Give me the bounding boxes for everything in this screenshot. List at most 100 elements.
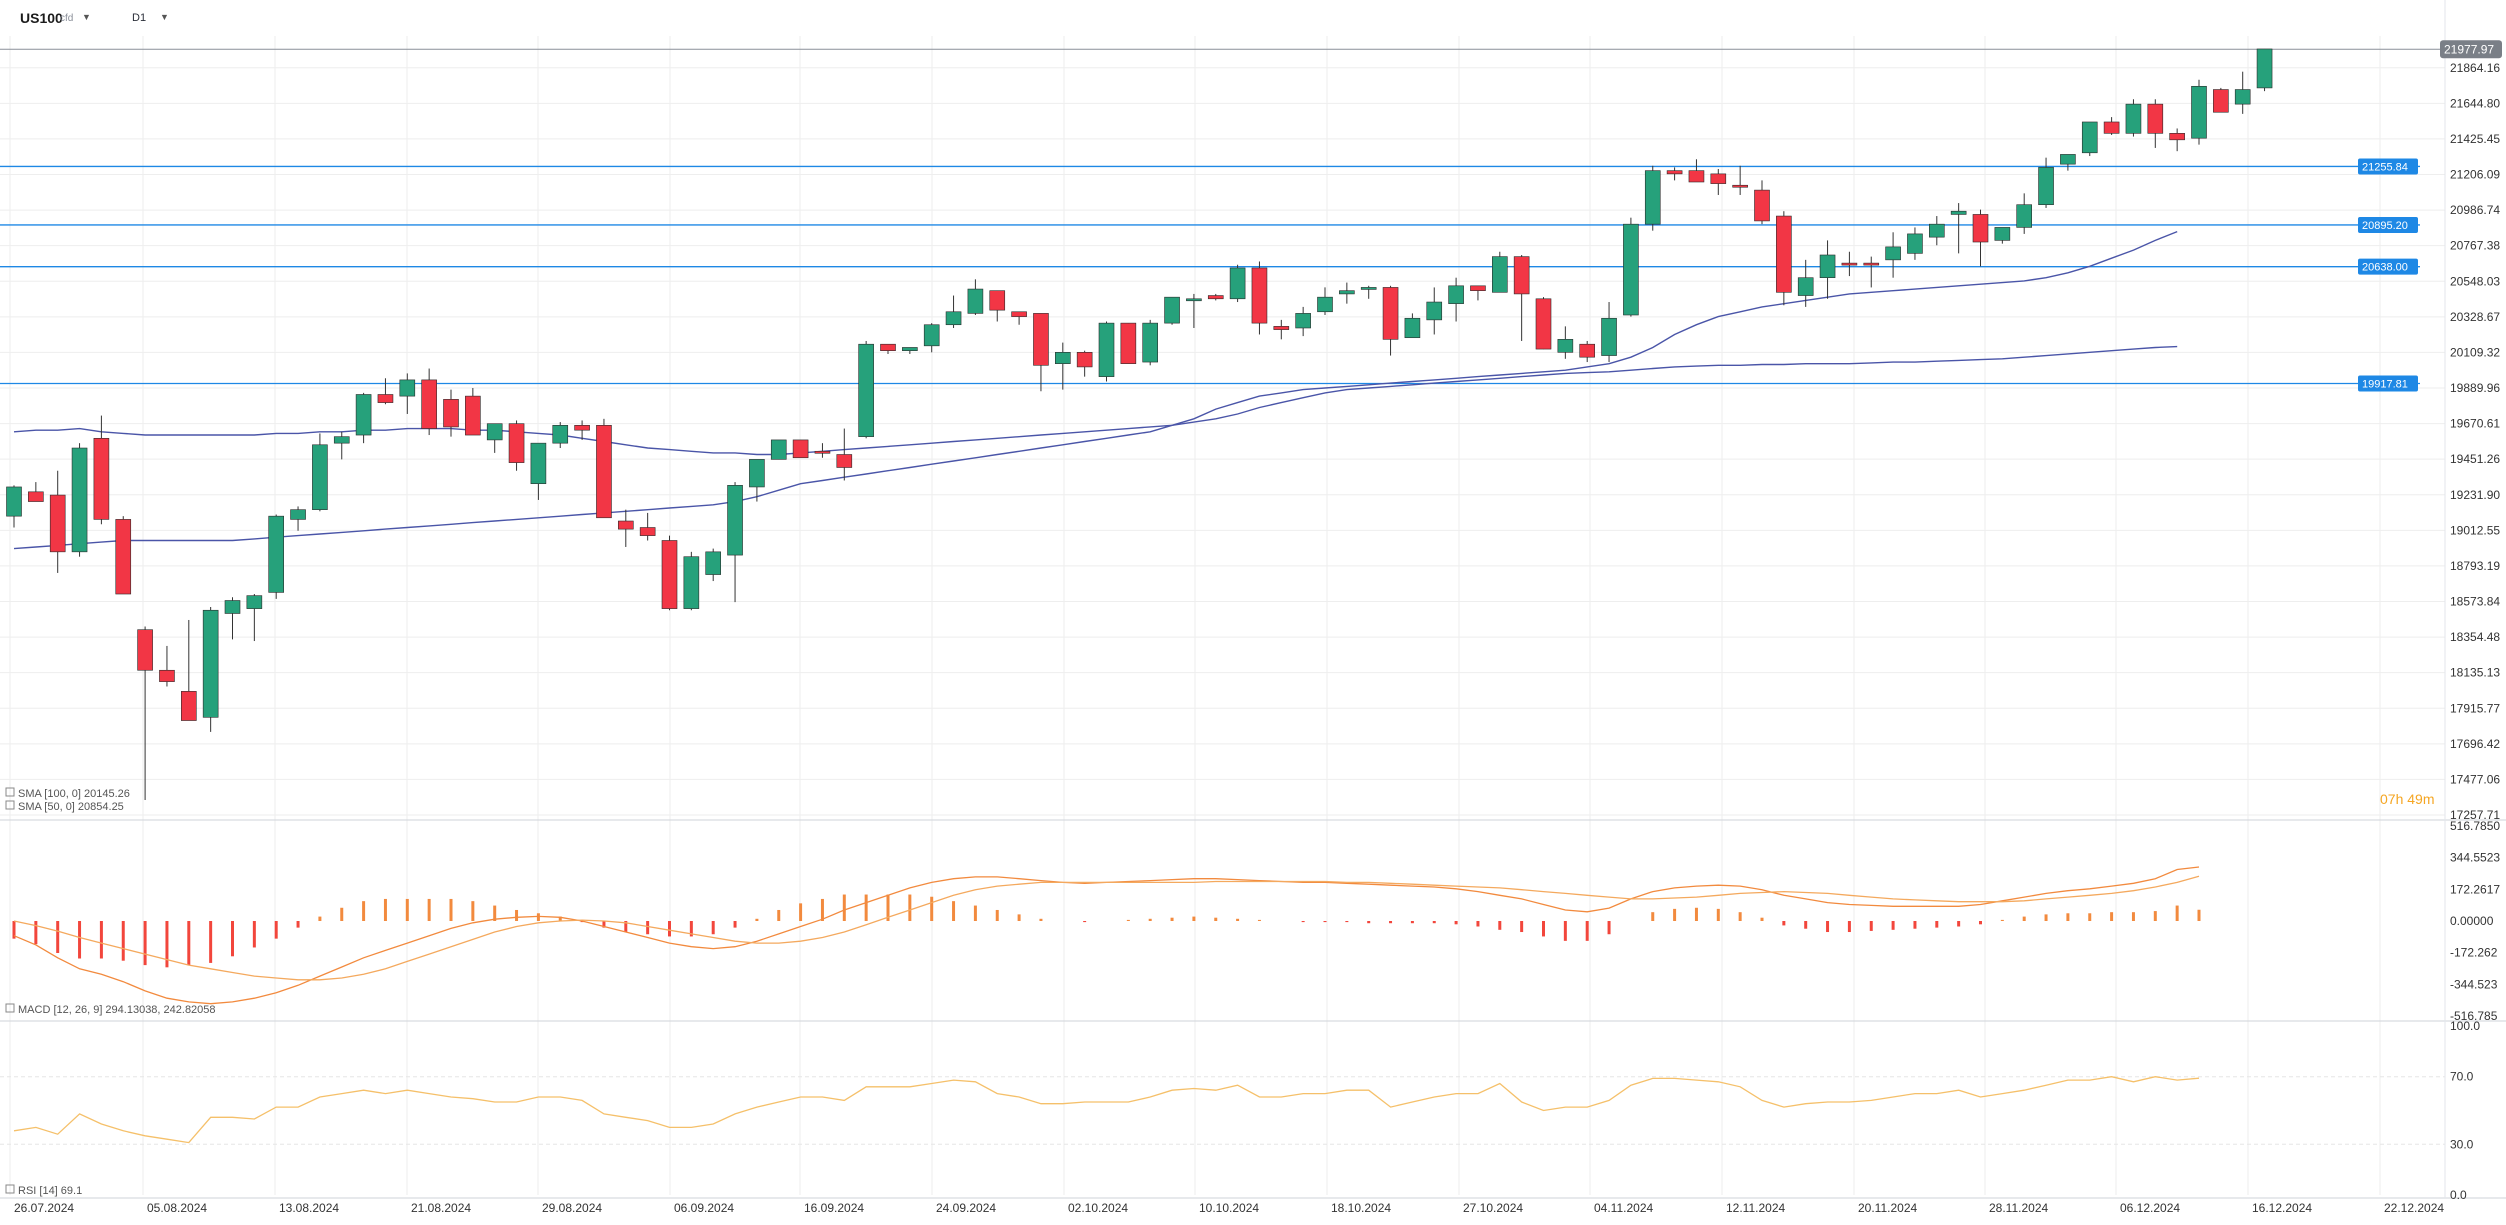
candle[interactable] (574, 425, 590, 431)
candle[interactable] (93, 437, 110, 520)
candle[interactable] (2147, 103, 2164, 134)
candle[interactable] (2016, 204, 2032, 228)
candle[interactable] (312, 444, 328, 510)
sma100-legend-icon[interactable] (5, 787, 15, 797)
candle[interactable] (28, 491, 44, 502)
candle[interactable] (1688, 170, 1705, 183)
candle[interactable] (2213, 89, 2229, 113)
candle[interactable] (2191, 85, 2207, 139)
candle[interactable] (1470, 285, 1486, 291)
candle[interactable] (1732, 184, 1748, 188)
candle[interactable] (202, 609, 219, 718)
candle[interactable] (1557, 339, 1574, 353)
candle[interactable] (1754, 189, 1770, 222)
candle[interactable] (1863, 262, 1880, 266)
candle[interactable] (2125, 103, 2142, 134)
candle[interactable] (639, 527, 656, 536)
symbol-label[interactable]: US100 (20, 10, 63, 26)
candle[interactable] (1426, 301, 1443, 321)
candle[interactable] (1601, 317, 1617, 356)
candle[interactable] (2103, 121, 2120, 134)
candle[interactable] (1929, 223, 1945, 238)
candle[interactable] (836, 454, 853, 468)
candle[interactable] (1907, 233, 1923, 254)
candle[interactable] (1033, 313, 1049, 366)
candle[interactable] (181, 691, 197, 721)
candle[interactable] (355, 394, 372, 436)
symbol-dropdown-icon[interactable]: ▼ (82, 12, 91, 22)
candle[interactable] (749, 459, 765, 488)
candle[interactable] (159, 669, 175, 682)
candle[interactable] (530, 442, 547, 485)
candle[interactable] (967, 288, 984, 314)
candle[interactable] (1273, 326, 1290, 330)
candle[interactable] (486, 423, 503, 441)
candle[interactable] (1098, 322, 1115, 377)
candle[interactable] (727, 485, 743, 556)
candle[interactable] (2256, 48, 2273, 89)
candle[interactable] (290, 509, 306, 520)
candle[interactable] (1382, 287, 1399, 340)
candle[interactable] (1710, 173, 1727, 184)
candle[interactable] (1011, 311, 1027, 317)
candle[interactable] (2169, 133, 2185, 141)
candle[interactable] (1841, 262, 1858, 266)
candle[interactable] (2038, 167, 2054, 206)
candle[interactable] (1950, 210, 1967, 215)
candle[interactable] (268, 515, 285, 593)
candle[interactable] (1404, 317, 1421, 339)
candle[interactable] (1164, 296, 1180, 324)
candle[interactable] (858, 343, 874, 437)
candle[interactable] (1623, 223, 1639, 316)
candle[interactable] (1994, 227, 2011, 241)
timeframe-dropdown-icon[interactable]: ▼ (160, 12, 169, 22)
candle[interactable] (443, 399, 459, 428)
candle[interactable] (1579, 343, 1595, 358)
candle[interactable] (508, 423, 525, 463)
candle[interactable] (880, 343, 896, 351)
candle[interactable] (1295, 313, 1311, 329)
candle[interactable] (705, 551, 722, 575)
candle[interactable] (1055, 352, 1071, 364)
candle[interactable] (1513, 256, 1530, 295)
candle[interactable] (1251, 267, 1268, 324)
candle[interactable] (1492, 256, 1508, 293)
candle[interactable] (814, 450, 831, 454)
candle[interactable] (71, 447, 88, 553)
candle[interactable] (792, 439, 809, 459)
candle[interactable] (945, 311, 962, 326)
candle[interactable] (333, 436, 350, 444)
candle[interactable] (902, 347, 918, 351)
candle[interactable] (1186, 298, 1202, 302)
candle[interactable] (1142, 322, 1158, 363)
candle[interactable] (1076, 352, 1093, 368)
candle[interactable] (617, 520, 634, 530)
candle[interactable] (2081, 121, 2098, 154)
candle[interactable] (399, 379, 416, 397)
candle[interactable] (1776, 215, 1792, 293)
candle[interactable] (224, 600, 241, 614)
candle[interactable] (1207, 295, 1224, 300)
candle[interactable] (1317, 296, 1333, 313)
candle[interactable] (552, 425, 569, 444)
candle[interactable] (1797, 277, 1814, 296)
candle[interactable] (1120, 322, 1137, 364)
candle[interactable] (1360, 287, 1377, 290)
candle[interactable] (770, 439, 787, 460)
candle[interactable] (377, 394, 394, 403)
timeframe-label[interactable]: D1 (132, 12, 147, 24)
candle[interactable] (596, 425, 612, 519)
candle[interactable] (2234, 89, 2251, 105)
candle[interactable] (1885, 246, 1901, 261)
candle[interactable] (1339, 290, 1355, 295)
candle[interactable] (1644, 170, 1661, 225)
candle[interactable] (1229, 267, 1246, 300)
candle[interactable] (923, 324, 940, 347)
rsi-legend-icon[interactable] (5, 1184, 15, 1194)
candle[interactable] (989, 290, 1006, 311)
candle[interactable] (1972, 214, 1989, 243)
candle[interactable] (115, 519, 132, 595)
candle[interactable] (1666, 170, 1683, 175)
candle[interactable] (49, 494, 66, 553)
